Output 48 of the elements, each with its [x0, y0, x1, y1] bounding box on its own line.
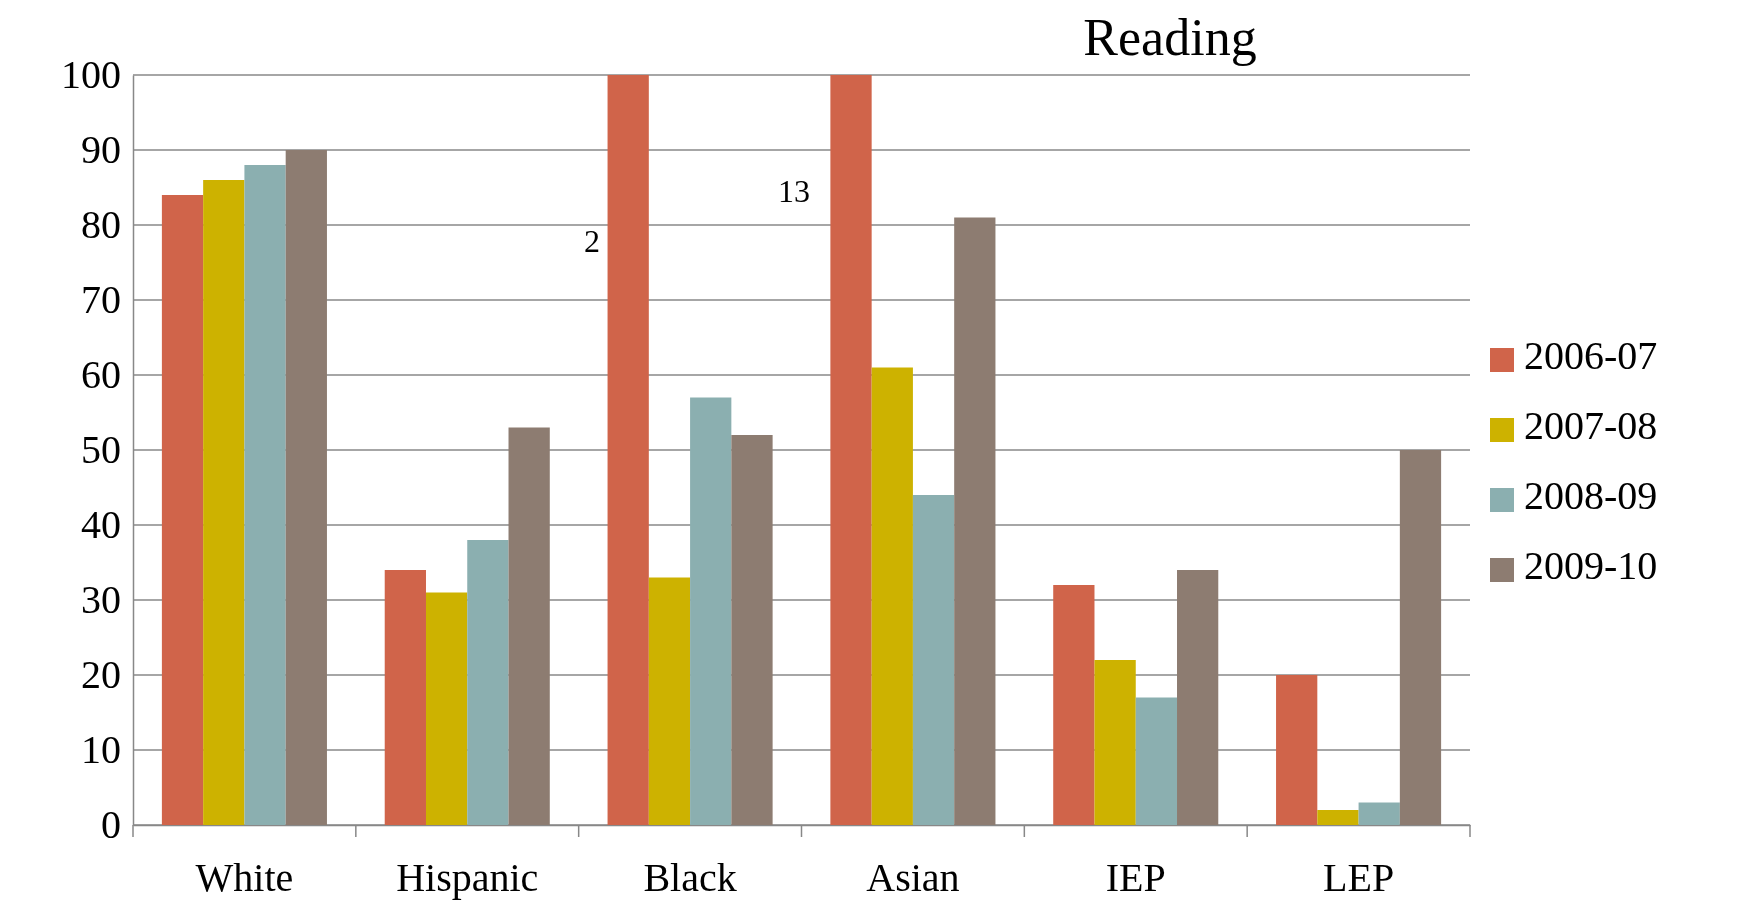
- bar: [1399, 450, 1442, 825]
- y-tick-label: 90: [81, 127, 121, 173]
- y-tick-label: 10: [81, 727, 121, 773]
- x-tick-label: IEP: [1105, 855, 1166, 901]
- bar: [467, 540, 509, 825]
- bar: [648, 577, 691, 825]
- legend-label: 2007-08: [1524, 403, 1658, 449]
- bar: [508, 427, 550, 825]
- bar: [1317, 810, 1359, 825]
- bar: [607, 75, 649, 825]
- bar: [425, 592, 468, 825]
- annotation: 2: [584, 223, 600, 260]
- legend-label: 2008-09: [1524, 473, 1658, 519]
- bar: [244, 165, 286, 825]
- x-tick-label: LEP: [1323, 855, 1395, 901]
- y-tick-label: 0: [101, 802, 121, 848]
- bar: [1094, 660, 1136, 825]
- bar: [203, 180, 245, 825]
- bar: [1358, 802, 1400, 825]
- y-tick-label: 80: [81, 202, 121, 248]
- x-tick-label: Hispanic: [396, 855, 539, 901]
- y-tick-label: 40: [81, 502, 121, 548]
- y-tick-label: 60: [81, 352, 121, 398]
- bar: [1276, 675, 1318, 825]
- y-tick-label: 70: [81, 277, 121, 323]
- bar: [161, 195, 204, 825]
- bar: [1135, 697, 1178, 825]
- bar: [871, 367, 913, 825]
- annotation: 13: [778, 173, 810, 210]
- x-tick-label: Asian: [866, 855, 960, 901]
- bar: [830, 75, 872, 825]
- y-tick-label: 50: [81, 427, 121, 473]
- bar: [731, 435, 773, 825]
- bar: [954, 217, 996, 825]
- bar: [912, 495, 955, 825]
- x-tick-label: Black: [643, 855, 737, 901]
- bar: [690, 397, 732, 825]
- x-tick-label: White: [195, 855, 294, 901]
- bar: [285, 150, 327, 825]
- bar: [384, 570, 426, 825]
- y-tick-label: 30: [81, 577, 121, 623]
- legend-label: 2006-07: [1524, 333, 1658, 379]
- bar: [1053, 585, 1095, 825]
- bar: [1177, 570, 1219, 825]
- legend-label: 2009-10: [1524, 543, 1658, 589]
- y-tick-label: 100: [61, 52, 121, 98]
- y-tick-label: 20: [81, 652, 121, 698]
- chart-title: Reading: [1083, 9, 1257, 66]
